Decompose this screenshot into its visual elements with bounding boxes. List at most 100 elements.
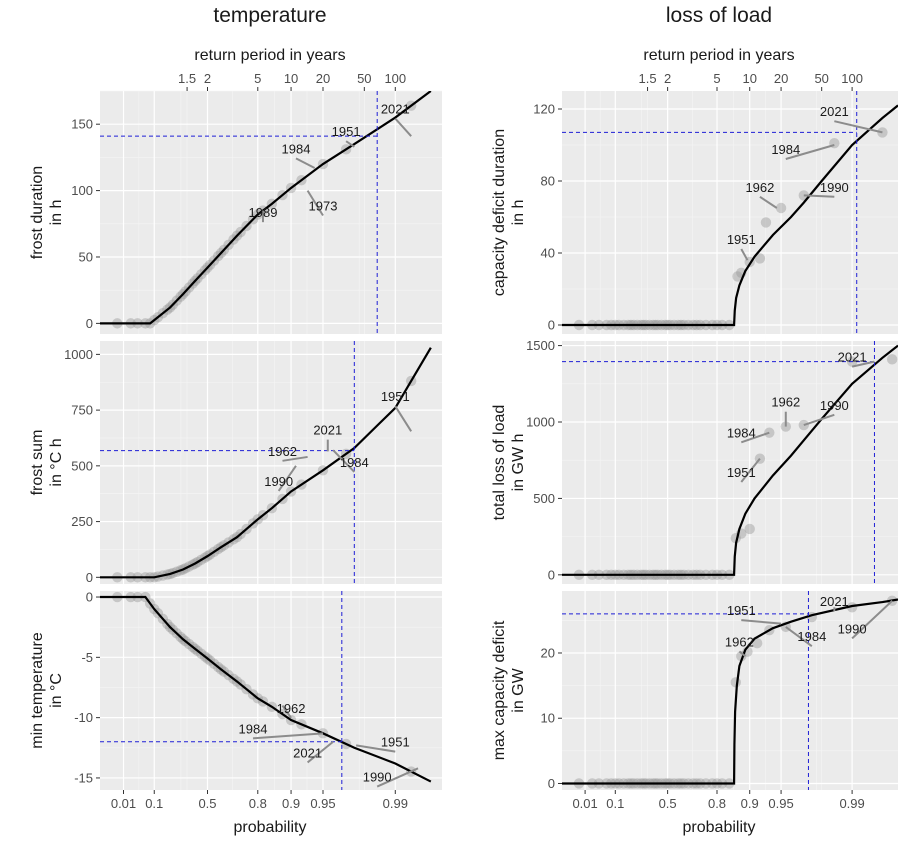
y-tick-label: 1500 xyxy=(526,338,555,353)
y-axis-title: capacity deficit duration in h xyxy=(491,129,527,296)
annotation-leader xyxy=(834,120,883,134)
annotation-leader xyxy=(281,705,292,719)
x-tick-label: 0.1 xyxy=(606,796,624,811)
annotation-label: 1951 xyxy=(727,232,756,247)
y-tick-label: 750 xyxy=(71,403,93,418)
y-axis-title: total loss of load in GW h xyxy=(491,405,527,521)
annotation-label: 1962 xyxy=(745,180,774,195)
fit-curve xyxy=(562,344,898,576)
x-tick-label: 0.8 xyxy=(708,796,726,811)
data-point xyxy=(751,637,763,649)
annotation-label: 2021 xyxy=(381,102,410,117)
y-tick-label: 10 xyxy=(541,711,555,726)
y-tick-label: -5 xyxy=(81,650,93,665)
annotation-label: 1990 xyxy=(820,180,849,195)
y-tick-label: 150 xyxy=(71,117,93,132)
annotation-label: 1984 xyxy=(771,142,800,157)
y-tick-label: 500 xyxy=(533,491,555,506)
annotation-label: 1990 xyxy=(820,398,849,413)
data-point xyxy=(744,523,755,535)
y-axis-title-line: max capacity deficit xyxy=(491,620,508,760)
annotation-leader xyxy=(851,360,875,368)
x-tick-label: 0.01 xyxy=(111,796,136,811)
y-axis-title-line: in °C h xyxy=(48,438,65,486)
y-tick-label: 100 xyxy=(71,183,93,198)
annotation-leader xyxy=(803,194,835,198)
annotation-leader xyxy=(394,117,412,137)
top-x-tick-label: 2 xyxy=(664,71,671,86)
top-x-tick-label: 5 xyxy=(254,71,261,86)
annotation-leader xyxy=(252,732,324,740)
top-x-tick-label: 5 xyxy=(713,71,720,86)
annotation-leader xyxy=(295,157,316,169)
panel-contents: 1951 2021 1962 1984 1990 xyxy=(100,341,432,584)
x-tick-label: 0.5 xyxy=(198,796,216,811)
y-tick-label: 250 xyxy=(71,514,93,529)
top-x-tick-label: 2 xyxy=(204,71,211,86)
annotation-leader xyxy=(851,600,893,640)
y-axis-title: frost duration in h xyxy=(29,166,65,259)
annotation-leader xyxy=(345,140,355,148)
annotation-leader xyxy=(332,449,356,473)
annotation-leader xyxy=(803,413,835,427)
annotation-label: 1951 xyxy=(381,389,410,404)
panel-background xyxy=(100,91,442,334)
annotation-label: 1962 xyxy=(268,444,297,459)
top-x-tick-label: 10 xyxy=(284,71,298,86)
y-tick-label: 0 xyxy=(86,570,93,585)
panel-total-loss-of-load: 0 500 1000 1500 total loss of load in GW h 202… xyxy=(491,338,898,584)
annotation-leader xyxy=(785,626,813,648)
annotation-leader xyxy=(740,431,770,444)
y-tick-label: 20 xyxy=(541,645,555,660)
annotation-leader xyxy=(306,190,324,217)
fit-curve xyxy=(100,91,432,325)
annotation-leader xyxy=(376,767,419,788)
annotation-label: 1984 xyxy=(340,455,369,470)
annotation-leader xyxy=(740,248,749,261)
annotation-label: 1951 xyxy=(727,465,756,480)
annotation-label: 1984 xyxy=(239,721,268,736)
annotation-label: 1990 xyxy=(264,474,293,489)
annotation-label: 1990 xyxy=(363,770,392,785)
y-tick-label: 0 xyxy=(86,316,93,331)
y-axis-title-line: capacity deficit duration xyxy=(491,129,508,296)
panel-contents: 2021 1984 1962 1990 1951 xyxy=(562,341,898,584)
panel-capacity-deficit-duration: 0 40 80 120 capacity deficit duration in h 1.5… xyxy=(491,71,898,334)
annotation-label: 1984 xyxy=(797,629,826,644)
y-tick-label: 120 xyxy=(533,102,555,117)
panel-contents: 2021 1951 1984 1973 1989 xyxy=(100,91,432,334)
y-tick-label: 0 xyxy=(548,318,555,333)
fit-curve xyxy=(562,598,898,785)
panel-background xyxy=(562,341,898,584)
panel-min-temperature: 0 -5 -10 -15 min temperature in °C 0.01 0.1 0.5 0… xyxy=(29,590,442,811)
annotation-leader xyxy=(277,465,297,492)
x-tick-label: 0.1 xyxy=(145,796,163,811)
annotation-label: 1962 xyxy=(771,395,800,410)
y-tick-label: 40 xyxy=(541,246,555,261)
data-point xyxy=(760,217,772,228)
y-axis-title-line: min temperature xyxy=(29,632,46,749)
y-axis-title-line: total loss of load xyxy=(491,405,508,521)
panel-background xyxy=(100,591,442,790)
x-tick-label: 0.95 xyxy=(310,796,335,811)
panel-background xyxy=(562,591,898,790)
annotation-leader xyxy=(282,455,308,462)
y-axis-title-line: in GW h xyxy=(510,434,527,492)
annotation-label: 1951 xyxy=(332,124,361,139)
y-tick-label: -10 xyxy=(74,710,93,725)
y-axis-title: frost sum in °C h xyxy=(29,430,65,496)
top-x-tick-label: 20 xyxy=(774,71,788,86)
panel-background xyxy=(562,91,898,334)
x-tick-label: 0.01 xyxy=(572,796,597,811)
annotation-label: 1962 xyxy=(277,701,306,716)
annotation-label: 1984 xyxy=(727,425,756,440)
annotation-leader xyxy=(355,744,396,753)
x-tick-label: 0.99 xyxy=(839,796,864,811)
y-axis-title-line: in °C xyxy=(48,673,65,708)
data-point xyxy=(775,202,787,214)
y-axis-title-line: in h xyxy=(510,200,527,226)
data-point xyxy=(754,253,766,264)
y-tick-label: 0 xyxy=(548,567,555,582)
